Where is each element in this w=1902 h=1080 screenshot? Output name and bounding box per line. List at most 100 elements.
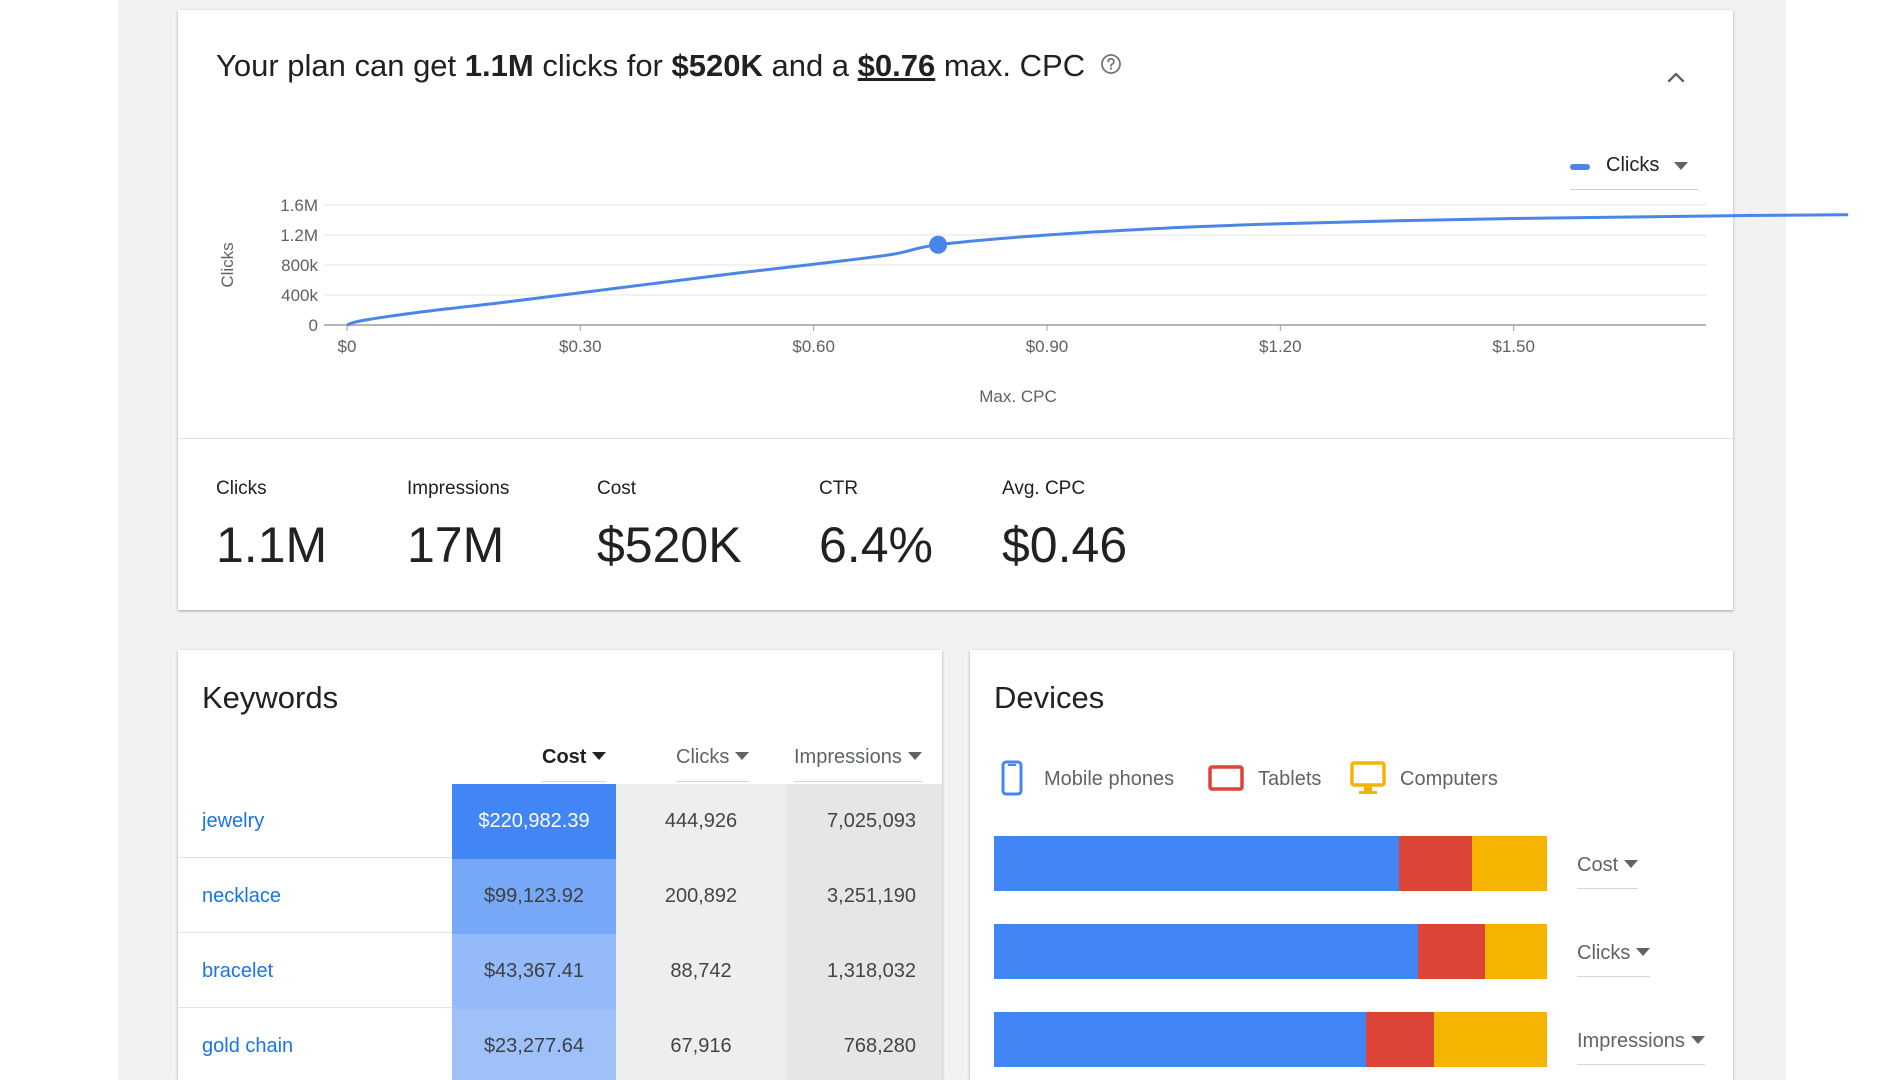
devices-card: Devices Mobile phones Tablets Computers … xyxy=(970,650,1733,1080)
column-header-clicks[interactable]: Clicks xyxy=(676,746,750,782)
computers-segment xyxy=(1433,1012,1547,1067)
card-divider xyxy=(178,438,1733,439)
caret-down-icon xyxy=(1674,162,1688,170)
device-share-bar-clicks xyxy=(994,924,1547,979)
metric-select-clicks[interactable]: Clicks xyxy=(1577,942,1651,977)
clicks-series-line xyxy=(346,213,1849,327)
caret-down-icon xyxy=(1636,947,1651,956)
stat-value: $0.46 xyxy=(1002,517,1128,573)
x-tick-label: $0.60 xyxy=(792,337,835,356)
tablets-segment xyxy=(1365,1012,1434,1067)
caret-down-icon xyxy=(1624,859,1639,868)
stat-label: Impressions xyxy=(407,478,510,499)
headline-text: and a xyxy=(762,48,858,83)
column-header-label: Cost xyxy=(542,746,587,768)
selected-max-cpc-point xyxy=(929,235,948,254)
table-row: bracelet $43,367.41 88,742 1,318,032 xyxy=(178,934,942,1009)
y-tick-label: 800k xyxy=(281,256,318,275)
column-header-impressions[interactable]: Impressions xyxy=(794,746,922,782)
computers-segment xyxy=(1472,836,1547,891)
cost-cell: $99,123.92 xyxy=(452,859,616,934)
impressions-cell: 1,318,032 xyxy=(786,934,942,1009)
x-tick-label: $0 xyxy=(338,337,357,356)
cost-cell: $220,982.39 xyxy=(452,784,616,859)
clicks-cell: 67,916 xyxy=(616,1009,786,1080)
device-share-bar-cost xyxy=(994,836,1547,891)
y-tick-label: 1.2M xyxy=(280,226,318,245)
column-header-underline xyxy=(676,781,750,782)
mobile-segment xyxy=(994,924,1419,979)
stat-value: 6.4% xyxy=(819,517,933,573)
metric-select-label: Impressions xyxy=(1577,1030,1685,1052)
metric-select-label: Clicks xyxy=(1577,942,1631,964)
clicks-curve-chart: 0 400k 800k 1.2M 1.6M $0 $0.30 $0.60 $0.90 $1.20 $… xyxy=(218,196,1849,406)
max-cpc-link[interactable]: $0.76 xyxy=(857,48,936,83)
keyword-link[interactable]: bracelet xyxy=(178,934,452,1008)
headline-text: Your plan can get xyxy=(216,48,465,83)
caret-down-icon xyxy=(1690,1035,1705,1044)
column-header-underline xyxy=(542,781,607,782)
metric-select-impressions[interactable]: Impressions xyxy=(1577,1030,1705,1065)
device-share-bar-impressions xyxy=(994,1012,1547,1067)
x-tick-label: $0.90 xyxy=(1026,337,1069,356)
column-header-label: Impressions xyxy=(794,746,902,768)
keywords-title: Keywords xyxy=(202,680,339,715)
mobile-phone-icon xyxy=(1001,760,1023,796)
keyword-link[interactable]: jewelry xyxy=(178,784,452,858)
tablets-segment xyxy=(1398,836,1473,891)
headline-text: clicks for xyxy=(533,48,672,83)
stat-label: Cost xyxy=(597,478,637,499)
table-row: jewelry $220,982.39 444,926 7,025,093 xyxy=(178,784,942,859)
y-tick-label: 0 xyxy=(309,316,318,335)
help-circle-icon[interactable] xyxy=(1100,47,1122,83)
column-header-label: Clicks xyxy=(676,746,730,768)
headline-clicks: 1.1M xyxy=(464,48,534,83)
legend-label: Mobile phones xyxy=(1044,768,1175,790)
tablet-icon xyxy=(1208,765,1244,791)
stat-ctr: CTR 6.4% xyxy=(819,478,933,574)
stat-label: Avg. CPC xyxy=(1002,478,1086,499)
keyword-link[interactable]: necklace xyxy=(178,859,452,933)
x-tick-label: $1.20 xyxy=(1259,337,1302,356)
column-header-underline xyxy=(794,781,922,782)
caret-down-icon xyxy=(907,751,922,760)
table-row: gold chain $23,277.64 67,916 768,280 xyxy=(178,1009,942,1080)
stat-clicks: Clicks 1.1M xyxy=(216,478,327,574)
clicks-cell: 200,892 xyxy=(616,859,786,934)
y-tick-label: 1.6M xyxy=(280,196,318,215)
collapse-button[interactable] xyxy=(1661,62,1691,92)
computers-segment xyxy=(1484,924,1547,979)
plan-forecast-card: Your plan can get 1.1M clicks for $520K … xyxy=(178,10,1849,610)
caret-down-icon xyxy=(592,751,607,760)
x-tick-label: $1.50 xyxy=(1492,337,1535,356)
stat-value: 1.1M xyxy=(216,517,328,573)
cost-cell: $23,277.64 xyxy=(452,1009,616,1080)
stat-cost: Cost $520K xyxy=(597,478,742,574)
computer-monitor-icon xyxy=(1350,761,1386,794)
mobile-segment xyxy=(994,836,1399,891)
y-axis-title: Clicks xyxy=(218,242,237,287)
stat-impressions: Impressions 17M xyxy=(407,478,509,574)
impressions-cell: 3,251,190 xyxy=(786,859,942,934)
column-header-cost[interactable]: Cost xyxy=(542,746,607,782)
headline-text: max. CPC xyxy=(935,48,1086,83)
impressions-cell: 7,025,093 xyxy=(786,784,942,859)
clicks-cell: 444,926 xyxy=(616,784,786,859)
stat-label: CTR xyxy=(819,478,859,499)
chart-metric-select[interactable]: Clicks xyxy=(1570,143,1698,190)
x-tick-label: $0.30 xyxy=(559,337,602,356)
chevron-up-icon xyxy=(1667,72,1685,83)
metric-select-label: Cost xyxy=(1577,854,1619,876)
stat-value: $520K xyxy=(597,517,742,573)
cost-cell: $43,367.41 xyxy=(452,934,616,1009)
stat-avg-cpc: Avg. CPC $0.46 xyxy=(1002,478,1127,574)
chart-metric-label: Clicks xyxy=(1606,154,1660,176)
table-row: necklace $99,123.92 200,892 3,251,190 xyxy=(178,859,942,934)
stat-value: 17M xyxy=(407,517,505,573)
caret-down-icon xyxy=(735,751,750,760)
legend-label: Computers xyxy=(1400,768,1498,790)
metric-select-cost[interactable]: Cost xyxy=(1577,854,1639,889)
series-swatch xyxy=(1570,164,1590,170)
stat-label: Clicks xyxy=(216,478,267,499)
keyword-link[interactable]: gold chain xyxy=(178,1009,452,1080)
